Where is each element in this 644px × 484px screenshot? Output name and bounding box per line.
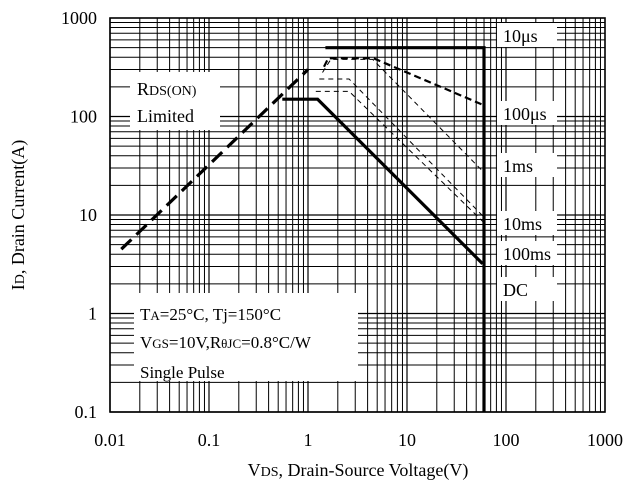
x-tick-label: 100 bbox=[493, 430, 520, 450]
series-line bbox=[319, 78, 485, 218]
curve-label-bg bbox=[497, 277, 557, 301]
annotations: 10μs 100μs 1ms 10ms 100ms DC RDS(ON) Limited TA=… bbox=[130, 23, 557, 382]
tick-labels: 0.01 0.1 1 10 100 1000 0.1 1 10 100 1000 bbox=[61, 8, 623, 450]
y-tick-label: 0.1 bbox=[75, 402, 98, 422]
curve-label-bg bbox=[497, 153, 557, 177]
plot-frame bbox=[109, 17, 606, 413]
series-line bbox=[325, 46, 486, 412]
series-line bbox=[322, 58, 485, 173]
curve-label-bg bbox=[497, 211, 557, 235]
x-tick-label: 1 bbox=[304, 430, 313, 450]
condition-line: Single Pulse bbox=[140, 363, 225, 382]
y-tick-label: 100 bbox=[70, 107, 97, 127]
y-tick-label: 10 bbox=[79, 205, 97, 225]
curve-label: 1ms bbox=[503, 156, 533, 176]
x-tick-label: 10 bbox=[398, 430, 416, 450]
label-backgrounds bbox=[130, 23, 557, 381]
series-line bbox=[323, 57, 485, 107]
x-tick-label: 1000 bbox=[587, 430, 623, 450]
curve-label: 10μs bbox=[503, 26, 538, 46]
x-tick-label: 0.01 bbox=[94, 430, 126, 450]
x-tick-label: 0.1 bbox=[198, 430, 221, 450]
curve-label-bg bbox=[497, 101, 557, 125]
series-line bbox=[120, 68, 310, 251]
rds-label-bg bbox=[130, 72, 220, 130]
curve-label: 100μs bbox=[503, 104, 547, 124]
curve-label-bg bbox=[497, 241, 557, 265]
curve-label: DC bbox=[503, 280, 528, 300]
x-axis-label: VDS, Drain-Source Voltage(V) bbox=[248, 460, 469, 481]
condition-line: TA=25°C, Tj=150°C bbox=[140, 305, 281, 324]
rds-label-line2: Limited bbox=[137, 106, 194, 126]
curve-label-bg bbox=[497, 23, 557, 47]
curve-label: 10ms bbox=[503, 214, 542, 234]
curves bbox=[120, 46, 486, 412]
y-tick-label: 1 bbox=[88, 304, 97, 324]
series-line bbox=[282, 97, 484, 265]
y-axis-label: ID, Drain Current(A) bbox=[8, 140, 29, 291]
series-line bbox=[315, 90, 484, 223]
curve-label: 100ms bbox=[503, 244, 551, 264]
y-tick-label: 1000 bbox=[61, 8, 97, 28]
condition-line: VGS=10V,RθJC=0.8°C/W bbox=[140, 333, 312, 352]
rds-label-line1: RDS(ON) bbox=[137, 79, 197, 99]
conditions-bg bbox=[134, 293, 358, 381]
